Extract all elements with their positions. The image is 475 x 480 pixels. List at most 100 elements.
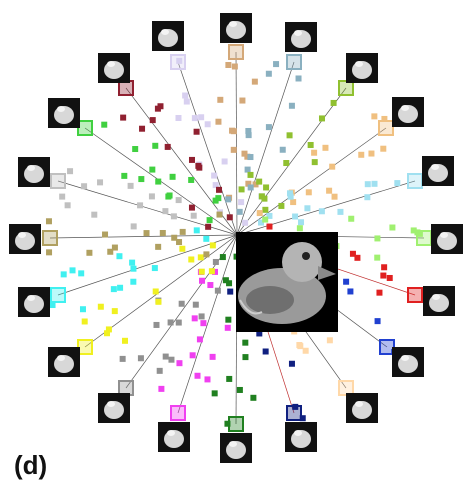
scatter-point	[262, 216, 269, 223]
category-marker-teacup	[378, 120, 394, 136]
thumbnail-highlight	[401, 355, 409, 361]
scatter-point	[159, 229, 166, 236]
scatter-point	[389, 224, 396, 231]
scatter-point	[230, 146, 237, 153]
scatter-point	[374, 235, 381, 242]
scatter-point	[204, 121, 211, 128]
scatter-point	[198, 313, 205, 320]
scatter-point	[103, 330, 110, 337]
scatter-point	[137, 202, 144, 209]
scatter-point	[380, 272, 387, 279]
scatter-point	[364, 181, 371, 188]
scatter-point	[165, 193, 172, 200]
scatter-point	[326, 337, 333, 344]
scatter-point	[326, 187, 333, 194]
scatter-point	[179, 228, 186, 235]
scatter-point	[331, 193, 338, 200]
duck-beak	[318, 266, 336, 280]
scatter-point	[304, 205, 311, 212]
scatter-point	[299, 415, 306, 422]
thumbnail-boat-toy	[346, 53, 378, 83]
scatter-point	[227, 288, 234, 295]
connector-line	[236, 127, 387, 236]
scatter-point	[152, 288, 159, 295]
scatter-point	[381, 115, 388, 122]
scatter-point	[117, 284, 124, 291]
scatter-point	[318, 115, 325, 122]
category-marker-boat-toy	[338, 80, 354, 96]
scatter-point	[121, 172, 128, 179]
thumbnail-highlight	[401, 105, 409, 111]
category-marker-piggy-bank	[50, 287, 66, 303]
thumbnail-pill-bottle	[346, 393, 378, 423]
scatter-point	[224, 420, 231, 427]
scatter-point	[188, 204, 195, 211]
thumbnail-highlight	[161, 29, 169, 35]
scatter-point	[195, 162, 202, 169]
scatter-point	[203, 251, 210, 258]
category-marker-toy-car-left	[42, 230, 58, 246]
scatter-point	[194, 372, 201, 379]
scatter-point	[231, 63, 238, 70]
scatter-point	[349, 250, 356, 257]
scatter-point	[216, 211, 223, 218]
scatter-point	[203, 235, 210, 242]
scatter-point	[265, 124, 272, 131]
scatter-point	[279, 146, 286, 153]
scatter-point	[292, 213, 299, 220]
scatter-point	[225, 316, 232, 323]
scatter-point	[302, 347, 309, 354]
category-marker-bowl	[118, 80, 134, 96]
thumbnail-highlight	[27, 165, 35, 171]
scatter-point	[97, 303, 104, 310]
scatter-point	[394, 180, 401, 187]
thumbnail-vaseline-box	[285, 22, 317, 52]
scatter-point	[381, 264, 388, 271]
scatter-point	[348, 215, 355, 222]
scatter-point	[167, 319, 174, 326]
scatter-point	[60, 271, 67, 278]
scatter-point	[242, 339, 249, 346]
scatter-point	[178, 300, 185, 307]
category-marker-mushroom-lamp	[407, 173, 423, 189]
thumbnail-highlight	[432, 294, 440, 300]
thumbnail-highlight	[18, 232, 26, 238]
scatter-point	[69, 267, 76, 274]
scatter-point	[45, 218, 52, 225]
scatter-point	[263, 184, 270, 191]
scatter-point	[168, 356, 175, 363]
category-marker-lucky-cat	[228, 44, 244, 60]
scatter-point	[286, 190, 293, 197]
thumbnail-piggy-bank	[18, 287, 50, 317]
scatter-point	[236, 208, 243, 215]
category-marker-rubber-duck	[170, 54, 186, 70]
thumbnail-highlight	[440, 232, 448, 238]
category-marker-bottle	[379, 339, 395, 355]
scatter-point	[295, 75, 302, 82]
scatter-point	[197, 254, 204, 261]
thumbnail-ring	[9, 13, 463, 463]
scatter-point	[286, 132, 293, 139]
scatter-point	[368, 150, 375, 157]
scatter-point	[182, 92, 189, 99]
scatter-point	[158, 385, 165, 392]
scatter-point	[214, 287, 221, 294]
scatter-point	[410, 227, 417, 234]
scatter-point	[329, 163, 336, 170]
thumbnail-small-car	[18, 157, 50, 187]
scatter-point	[208, 268, 215, 275]
scatter-point	[245, 127, 252, 134]
thumbnail-highlight	[229, 441, 237, 447]
connector-line	[177, 61, 238, 236]
category-marker-vaseline-box	[286, 54, 302, 70]
scatter-point	[212, 197, 219, 204]
scatter-point	[380, 145, 387, 152]
thumbnail-tin-can	[423, 286, 455, 316]
scatter-point	[169, 173, 176, 180]
thumbnail-highlight	[27, 295, 35, 301]
scatter-point	[130, 278, 137, 285]
scatter-point	[238, 186, 245, 193]
scatter-point	[196, 336, 203, 343]
scatter-point	[298, 219, 305, 226]
scatter-point	[175, 114, 182, 121]
